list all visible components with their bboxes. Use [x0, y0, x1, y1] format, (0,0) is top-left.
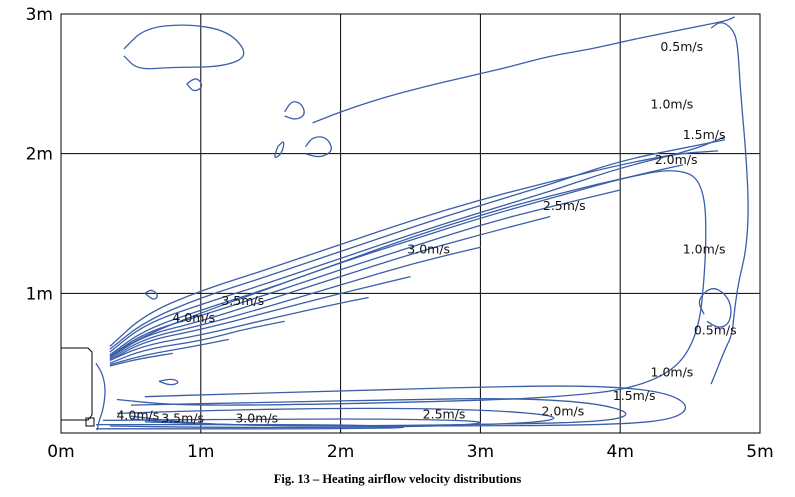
contour-label-9: 0.5m/s — [694, 323, 737, 338]
y-tick-label-2: 3m — [26, 5, 53, 25]
contour-line-1 — [109, 139, 726, 350]
contour-label-12: 2.0m/s — [541, 404, 584, 419]
contour-line-4 — [109, 189, 621, 357]
contour-line-19 — [698, 288, 732, 328]
contour-line-9 — [109, 320, 285, 364]
inlet-slot — [85, 417, 95, 427]
contour-line-23 — [284, 101, 305, 120]
contour-line-5 — [109, 215, 551, 359]
contour-line-2 — [109, 136, 726, 353]
x-tick-label-5: 5m — [746, 442, 773, 462]
contour-line-27 — [158, 378, 179, 386]
contour-label-4: 2.5m/s — [543, 198, 586, 213]
contour-label-6: 1.0m/s — [683, 242, 726, 257]
contour-label-3: 2.0m/s — [655, 152, 698, 167]
grid-lines — [61, 14, 760, 433]
contour-label-16: 4.0m/s — [116, 408, 159, 423]
supply-inlet — [61, 347, 93, 421]
contour-line-28 — [95, 362, 106, 431]
contour-label-1: 1.0m/s — [651, 96, 694, 111]
contour-line-0 — [109, 150, 719, 347]
contour-line-20 — [123, 24, 245, 70]
contour-line-21 — [312, 16, 736, 124]
inlet-outline — [61, 347, 95, 427]
contour-line-15 — [116, 407, 555, 427]
contour-line-10 — [109, 338, 229, 366]
y-tick-label-0: 1m — [26, 284, 53, 304]
contour-line-22 — [305, 136, 332, 158]
plot-frame — [60, 13, 761, 434]
contour-label-8: 4.0m/s — [172, 310, 215, 325]
contour-line-17 — [96, 423, 405, 430]
contour-line-7 — [109, 275, 411, 361]
contour-line-18 — [710, 22, 749, 385]
contour-label-11: 1.5m/s — [613, 388, 656, 403]
contour-lines — [95, 16, 749, 431]
contour-line-26 — [144, 289, 158, 300]
contour-label-13: 2.5m/s — [423, 406, 466, 421]
contour-label-7: 3.5m/s — [221, 293, 264, 308]
x-tick-label-1: 1m — [187, 442, 214, 462]
contour-line-25 — [274, 141, 285, 158]
contour-label-15: 3.5m/s — [161, 411, 204, 426]
contour-line-8 — [109, 296, 369, 361]
y-tick-label-1: 2m — [26, 145, 53, 165]
x-tick-label-2: 2m — [327, 442, 354, 462]
contour-label-5: 3.0m/s — [407, 242, 450, 257]
contour-label-10: 1.0m/s — [651, 364, 694, 379]
figure-caption: Fig. 13 – Heating airflow velocity distr… — [273, 472, 522, 486]
tick-labels: 0m 1m 2m 3m 4m 5m 1m 2m 3m — [26, 5, 774, 462]
contour-line-6 — [109, 246, 481, 360]
contour-line-11 — [109, 352, 173, 367]
x-tick-label-4: 4m — [607, 442, 634, 462]
contour-line-12 — [109, 170, 707, 406]
x-tick-label-0: 0m — [47, 442, 74, 462]
x-tick-label-3: 3m — [467, 442, 494, 462]
contour-line-24 — [186, 78, 203, 92]
contour-label-2: 1.5m/s — [683, 127, 726, 142]
contour-labels: 0.5m/s 1.0m/s 1.5m/s 2.0m/s 2.5m/s 3.0m/s 1.0m… — [116, 39, 736, 426]
contour-label-0: 0.5m/s — [660, 39, 703, 54]
contour-line-16 — [102, 418, 481, 429]
contour-label-14: 3.0m/s — [235, 411, 278, 426]
